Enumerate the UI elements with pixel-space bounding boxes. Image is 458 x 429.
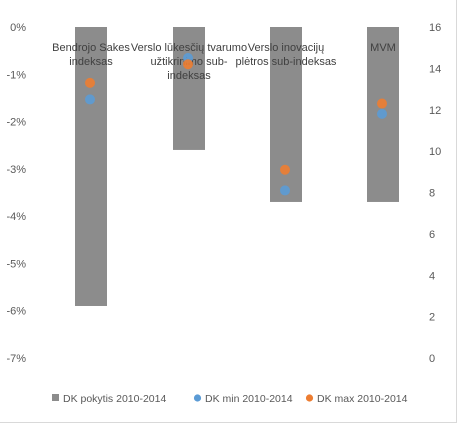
category-label: Verslo lūkesčių tvarumo bbox=[131, 42, 247, 54]
y-right-tick-label: 16 bbox=[429, 22, 441, 34]
max-marker bbox=[280, 164, 290, 175]
y-axis-right: 16 14 12 10 8 6 4 2 0 bbox=[429, 22, 441, 365]
min-marker bbox=[85, 94, 95, 105]
category-label: plėtros sub-indeksas bbox=[236, 56, 337, 68]
bars bbox=[75, 27, 399, 306]
category-labels: Bendrojo Sakes indeksas Verslo lūkesčių tv… bbox=[52, 42, 396, 82]
y-left-tick-label: -4% bbox=[6, 211, 26, 223]
category-label: Bendrojo Sakes bbox=[52, 42, 130, 54]
y-left-tick-label: -1% bbox=[6, 69, 26, 81]
category-label: indeksas bbox=[69, 56, 113, 68]
category-label: Verslo inovacijų bbox=[248, 42, 324, 54]
y-left-tick-label: -7% bbox=[6, 353, 26, 365]
y-left-tick-label: 0% bbox=[10, 22, 26, 34]
markers bbox=[85, 53, 387, 196]
category-label: indeksas bbox=[167, 70, 211, 82]
y-left-tick-label: -5% bbox=[6, 258, 26, 270]
min-marker bbox=[280, 185, 290, 196]
bar bbox=[173, 27, 205, 150]
max-marker bbox=[85, 77, 95, 88]
y-left-tick-label: -2% bbox=[6, 117, 26, 129]
legend-swatch bbox=[305, 394, 314, 402]
y-right-tick-label: 8 bbox=[429, 188, 435, 200]
max-marker bbox=[377, 98, 387, 109]
y-right-tick-label: 14 bbox=[429, 63, 441, 75]
category-label: MVM bbox=[370, 42, 396, 54]
y-right-tick-label: 10 bbox=[429, 146, 441, 158]
y-right-tick-label: 4 bbox=[429, 270, 435, 282]
min-marker bbox=[377, 108, 387, 119]
legend-label: DK min 2010-2014 bbox=[205, 393, 293, 405]
y-left-tick-label: -3% bbox=[6, 164, 26, 176]
legend-swatch bbox=[52, 394, 59, 401]
y-right-tick-label: 2 bbox=[429, 312, 435, 324]
legend-label: DK pokytis 2010-2014 bbox=[63, 393, 166, 405]
max-marker bbox=[183, 59, 193, 70]
legend: DK pokytis 2010-2014 DK min 2010-2014 DK m… bbox=[52, 393, 408, 405]
y-left-tick-label: -6% bbox=[6, 306, 26, 318]
y-right-tick-label: 12 bbox=[429, 105, 441, 117]
y-axis-left: 0% -1% -2% -3% -4% -5% -6% -7% bbox=[6, 22, 26, 365]
legend-swatch bbox=[193, 394, 202, 402]
y-right-tick-label: 0 bbox=[429, 353, 435, 365]
bar bbox=[75, 27, 107, 306]
legend-label: DK max 2010-2014 bbox=[317, 393, 408, 405]
y-right-tick-label: 6 bbox=[429, 229, 435, 241]
